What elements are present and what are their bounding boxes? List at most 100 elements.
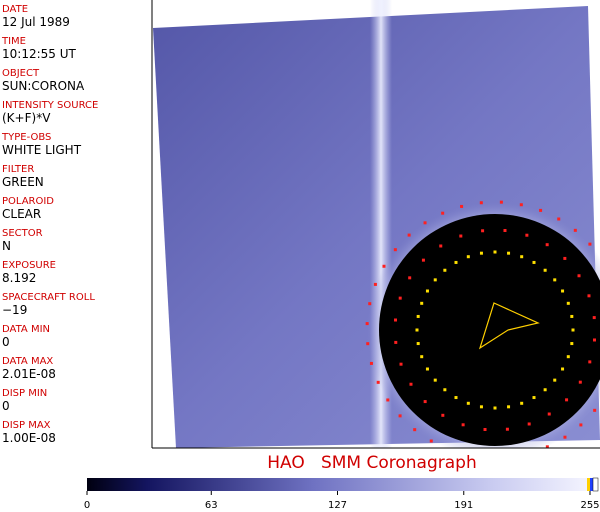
ref-dot <box>579 423 583 427</box>
ref-dot <box>563 435 567 439</box>
ref-dot <box>593 338 597 342</box>
ref-dot <box>365 322 369 326</box>
field-value: GREEN <box>2 175 44 189</box>
ref-dot <box>592 316 596 320</box>
ref-dot <box>578 380 582 384</box>
ref-dot <box>441 211 445 215</box>
ref-dot <box>547 412 551 416</box>
ref-dot <box>416 314 420 318</box>
ref-dot <box>593 408 597 412</box>
ref-dot <box>454 260 458 264</box>
ref-dot <box>561 289 565 293</box>
ref-dot <box>587 294 591 298</box>
field-value: CLEAR <box>2 207 41 221</box>
ref-dot <box>441 413 445 417</box>
ref-dot <box>448 448 451 451</box>
field-label: FILTER <box>2 164 34 175</box>
ref-dot <box>520 255 524 259</box>
ref-dot <box>423 221 427 225</box>
ref-dot <box>479 405 483 409</box>
ref-dot <box>588 360 592 364</box>
ref-dot <box>573 228 577 232</box>
ref-dot <box>499 200 503 204</box>
field-value: 1.00E-08 <box>2 431 56 445</box>
ref-dot <box>553 378 557 382</box>
field-label: SECTOR <box>2 228 43 239</box>
ref-dot <box>409 382 413 386</box>
field-label: TYPE-OBS <box>1 132 51 143</box>
field-label: DATA MIN <box>2 324 50 335</box>
ref-dot <box>527 452 530 455</box>
ref-dot <box>366 342 370 346</box>
colorbar-tick-label: 255 <box>580 500 599 511</box>
pylon-outline <box>478 302 540 350</box>
ref-dot <box>532 396 536 400</box>
ref-dot <box>398 296 402 300</box>
ref-dot <box>543 268 547 272</box>
field-value: 8.192 <box>2 271 36 285</box>
ref-dot <box>369 361 373 365</box>
field-value: SUN:CORONA <box>2 79 85 93</box>
colorbar-tick-label: 0 <box>84 500 90 511</box>
ref-dot <box>507 456 510 459</box>
ref-dot <box>466 255 470 259</box>
ref-dot <box>543 388 547 392</box>
ref-dot <box>423 400 427 404</box>
ref-dot <box>408 276 412 280</box>
ref-dot <box>460 204 464 208</box>
ref-dot <box>394 340 398 344</box>
colorbar-tick-label: 63 <box>205 500 218 511</box>
ref-dot <box>420 355 424 359</box>
colorbar-end <box>592 477 599 492</box>
ref-dot <box>459 234 463 238</box>
field-value: 0 <box>2 399 10 413</box>
field-value: WHITE LIGHT <box>2 143 82 157</box>
ref-dot <box>443 268 447 272</box>
ref-dot <box>571 328 575 332</box>
field-label: DATA MAX <box>2 356 53 367</box>
ref-dot <box>577 274 581 278</box>
ref-dot <box>493 250 497 254</box>
field-label: DISP MAX <box>2 420 51 431</box>
ref-dot <box>399 362 403 366</box>
field-label: DISP MIN <box>2 388 47 399</box>
ref-dot <box>519 203 523 207</box>
field-value: N <box>2 239 11 253</box>
field-value: −19 <box>2 303 27 317</box>
field-label: DATE <box>2 4 28 15</box>
colorbar-tick-label: 191 <box>454 500 473 511</box>
occulter <box>379 214 600 446</box>
coronagraph-image <box>153 0 600 459</box>
field-value: 0 <box>2 335 10 349</box>
colorbar <box>87 478 590 491</box>
ref-dot <box>561 367 565 371</box>
colorbar-tick-label: 127 <box>328 500 347 511</box>
field-label: INTENSITY SOURCE <box>2 100 98 111</box>
ref-dot <box>393 318 397 322</box>
ref-dot <box>566 355 570 359</box>
ref-dot <box>429 439 433 443</box>
ref-dot <box>415 328 419 332</box>
ref-dot <box>407 233 411 237</box>
ref-dot <box>503 228 507 232</box>
ref-dot <box>553 278 557 282</box>
ref-dot <box>376 380 380 384</box>
ref-dot <box>570 342 574 346</box>
field-value: 12 Jul 1989 <box>2 15 70 29</box>
ref-dot <box>565 398 569 402</box>
colorbar-end <box>590 478 593 491</box>
ref-dot <box>563 256 567 260</box>
ref-dot <box>461 423 465 427</box>
ref-dot <box>588 242 592 246</box>
ref-dot <box>507 251 511 255</box>
ref-dot <box>373 282 377 286</box>
ref-dot <box>393 248 397 252</box>
ref-dot <box>368 302 372 306</box>
ref-dot <box>382 264 386 268</box>
colorbar-end <box>587 478 590 491</box>
ref-dot <box>420 301 424 305</box>
field-label: OBJECT <box>2 68 40 79</box>
